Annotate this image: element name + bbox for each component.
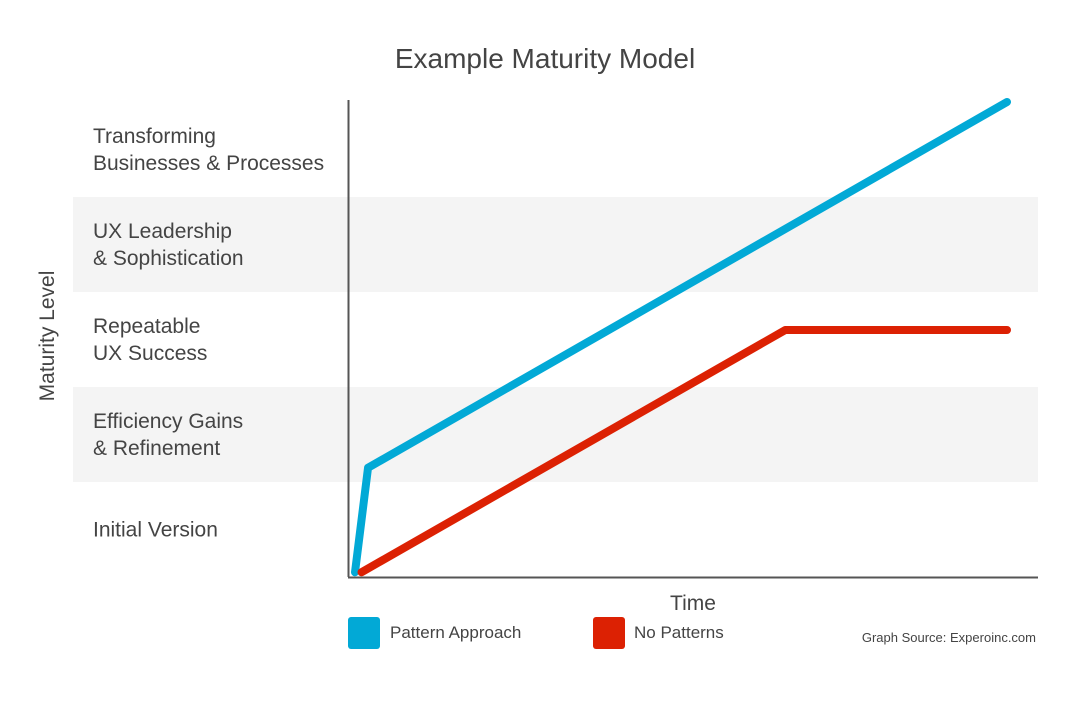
graph-source-note: Graph Source: Experoinc.com bbox=[862, 630, 1036, 645]
level-label-line: Businesses & Processes bbox=[93, 152, 324, 175]
legend-swatch-no-patterns bbox=[593, 617, 625, 649]
level-bands bbox=[73, 197, 1038, 482]
x-axis-label: Time bbox=[670, 592, 716, 615]
level-label-1: Efficiency Gains & Refinement bbox=[93, 410, 243, 460]
level-label-2: Repeatable UX Success bbox=[93, 315, 207, 365]
legend-label-pattern-approach: Pattern Approach bbox=[390, 623, 521, 642]
level-label-0: Initial Version bbox=[93, 519, 218, 542]
level-label-line: & Refinement bbox=[93, 437, 220, 460]
level-label-line: Efficiency Gains bbox=[93, 410, 243, 433]
y-axis-label: Maturity Level bbox=[36, 271, 59, 402]
legend: Pattern Approach No Patterns bbox=[348, 617, 724, 649]
level-label-line: UX Leadership bbox=[93, 220, 232, 243]
legend-swatch-pattern-approach bbox=[348, 617, 380, 649]
level-band-1 bbox=[73, 387, 1038, 482]
level-label-4: Transforming Businesses & Processes bbox=[93, 125, 324, 175]
level-label-line: Repeatable bbox=[93, 315, 200, 338]
legend-label-no-patterns: No Patterns bbox=[634, 623, 724, 642]
series-lines bbox=[351, 98, 1011, 577]
level-label-line: UX Success bbox=[93, 342, 207, 365]
level-band-3 bbox=[73, 197, 1038, 292]
series-line-pattern-approach bbox=[351, 98, 1011, 577]
level-label-3: UX Leadership & Sophistication bbox=[93, 220, 244, 270]
level-label-line: & Sophistication bbox=[93, 247, 244, 270]
chart-title: Example Maturity Model bbox=[395, 43, 695, 74]
level-label-line: Initial Version bbox=[93, 519, 218, 542]
level-label-line: Transforming bbox=[93, 125, 216, 148]
series-line-no-patterns bbox=[357, 326, 1011, 577]
level-labels: Initial Version Efficiency Gains & Refinem… bbox=[93, 125, 324, 542]
